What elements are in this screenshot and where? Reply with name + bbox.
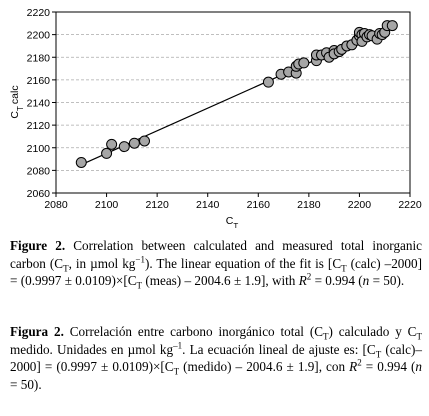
x-tick-label: 2140 xyxy=(196,199,220,211)
caption-text: R xyxy=(298,273,307,289)
data-point xyxy=(106,138,118,150)
caption-text: (calc)–2000] = (0.9997 ± 0.0109)×[C xyxy=(10,341,422,375)
y-axis-label: CTcalc xyxy=(9,85,25,118)
caption-text: (meas) – 2004.6 ± 1.9], with xyxy=(142,273,299,289)
y-tick-label: 2180 xyxy=(27,52,51,64)
data-point xyxy=(386,20,398,32)
y-tick-label: 2120 xyxy=(27,120,51,132)
caption-text: n xyxy=(415,359,422,375)
label-part: C xyxy=(226,215,234,227)
data-point xyxy=(75,156,87,168)
y-tick-label: 2220 xyxy=(27,7,51,19)
caption-text: ) calculado y C xyxy=(328,324,417,339)
caption-text: medido. Unidades en µmol kg xyxy=(10,341,174,357)
x-tick-label: 2220 xyxy=(398,199,422,211)
caption-text: . La ecuación lineal de ajuste es: [C xyxy=(182,341,376,357)
caption-text: = 0.994 ( xyxy=(361,359,416,375)
data-point xyxy=(298,57,310,69)
caption-text: T xyxy=(136,280,143,291)
x-tick-label: 2120 xyxy=(145,199,169,211)
caption-text: T xyxy=(341,263,347,274)
x-tick-label: 2200 xyxy=(348,199,372,211)
caption-text: (calc) –2000] = (0.9997 ± 0.0109)×[C xyxy=(10,255,422,289)
caption-text: T xyxy=(416,331,422,342)
caption-en: Figure 2. Correlation between calculated… xyxy=(10,237,422,290)
x-tick-label: 2080 xyxy=(44,199,68,211)
caption-es: Figura 2. Correlación entre carbono inor… xyxy=(10,323,422,393)
data-point xyxy=(139,135,150,147)
data-point xyxy=(118,141,130,153)
caption-text: = 50). xyxy=(369,273,405,289)
caption-text: –1 xyxy=(173,340,183,351)
y-tick-label: 2100 xyxy=(27,143,51,155)
y-tick-label: 2140 xyxy=(27,98,51,110)
caption-text: R xyxy=(349,359,358,375)
caption-text: (medido) – 2004.6 ± 1.9], con xyxy=(179,359,350,375)
data-point xyxy=(262,76,274,88)
caption-text: Correlation between calculated and measu… xyxy=(10,238,422,271)
caption-text: T xyxy=(375,349,382,360)
caption-text: = 50). xyxy=(10,376,42,392)
data-point xyxy=(101,147,113,159)
caption-text: T xyxy=(173,366,180,377)
plot-frame xyxy=(55,11,411,194)
caption-text: T xyxy=(323,331,329,342)
y-tick-label: 2060 xyxy=(27,188,51,200)
y-tick-label: 2160 xyxy=(27,75,51,87)
label-part: T xyxy=(233,222,238,229)
x-tick-label: 2180 xyxy=(297,199,321,211)
caption-text: Figure 2. xyxy=(10,238,66,253)
y-tick-label: 2080 xyxy=(27,165,51,177)
x-axis-label: CT xyxy=(226,215,239,228)
label-part: T xyxy=(16,106,25,111)
caption-text: = 0.994 ( xyxy=(311,273,363,289)
caption-text: ). The linear equation of the fit is [C xyxy=(144,255,342,271)
x-tick-label: 2160 xyxy=(247,199,271,211)
data-point xyxy=(128,137,140,149)
chart: 2060208021002120214021602180220022202080… xyxy=(9,7,422,228)
caption-text: , in µmol kg xyxy=(68,255,136,271)
y-tick-label: 2200 xyxy=(27,30,51,42)
caption-text: Figura 2. xyxy=(10,324,64,339)
caption-text: T xyxy=(63,263,69,274)
caption-text: Correlación entre carbono inorgánico tot… xyxy=(63,324,324,339)
label-part: C xyxy=(9,111,21,119)
caption-text: −1 xyxy=(135,254,145,265)
x-tick-label: 2100 xyxy=(95,199,119,211)
label-part: calc xyxy=(9,85,21,104)
caption-text: 2 xyxy=(306,271,312,282)
caption-text: 2 xyxy=(357,357,362,368)
caption-text: n xyxy=(362,273,370,289)
